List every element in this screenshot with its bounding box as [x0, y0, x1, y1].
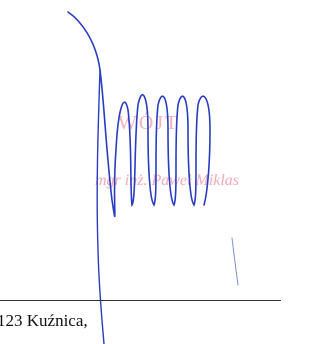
- signature-line: [0, 300, 281, 301]
- signature: [0, 0, 281, 344]
- page: WÓJT mgr inż. Paweł Miklas 123 Kuźnica, …: [0, 0, 281, 344]
- address-text: 123 Kuźnica,: [0, 311, 88, 331]
